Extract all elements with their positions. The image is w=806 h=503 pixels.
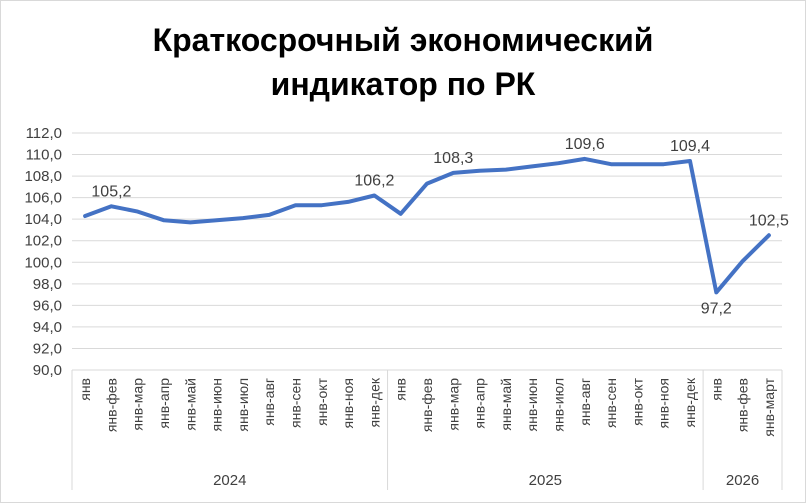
y-tick-label: 108,0 <box>24 168 62 185</box>
x-tick-label: янв-фев <box>735 378 751 432</box>
x-tick-label: янв-авг <box>261 378 277 426</box>
x-group-label: 2024 <box>213 472 246 489</box>
data-label: 109,4 <box>670 138 710 155</box>
y-tick-label: 98,0 <box>33 276 62 293</box>
x-tick-label: янв-окт <box>629 377 645 425</box>
x-tick-label: янв-июн <box>524 378 540 431</box>
y-axis-tick-labels: 90,0 92,0 94,0 96,0 98,0 100,0 102,0 104,0 106,0… <box>24 125 62 379</box>
x-tick-label: янв <box>393 378 409 401</box>
x-tick-label: янв-июн <box>209 378 225 431</box>
series-line <box>83 156 771 295</box>
y-tick-label: 96,0 <box>33 297 62 314</box>
data-label: 108,3 <box>433 150 473 167</box>
x-tick-label: янв-май <box>182 378 198 431</box>
x-tick-label: янв-авг <box>577 378 593 426</box>
x-tick-label: янв-сен <box>603 378 619 428</box>
chart-title-line-1: Краткосрочный экономический <box>152 22 654 58</box>
x-group-label: 2026 <box>726 472 759 489</box>
chart-title: Краткосрочный экономический индикатор по… <box>0 18 806 106</box>
x-axis: янв янв-фев янв-мар янв-апр янв-май янв-июн ян… <box>71 369 783 490</box>
x-tick-label: янв-апр <box>472 378 488 429</box>
x-tick-label: янв-дек <box>366 377 382 427</box>
y-tick-label: 112,0 <box>26 125 62 142</box>
chart-title-line-2: индикатор по РК <box>270 66 536 102</box>
y-tick-label: 90,0 <box>33 362 62 379</box>
x-tick-label: янв-июл <box>550 378 566 432</box>
x-tick-label: янв-апр <box>156 378 172 429</box>
data-label: 109,6 <box>565 136 605 153</box>
y-tick-label: 100,0 <box>24 254 62 271</box>
x-tick-label: янв-фев <box>419 378 435 432</box>
x-tick-label: янв <box>77 378 93 401</box>
x-tick-label: янв-мар <box>130 378 146 431</box>
data-label: 97,2 <box>701 300 732 317</box>
y-tick-label: 110,0 <box>26 147 62 164</box>
data-label: 106,2 <box>354 172 394 189</box>
x-group-label: 2025 <box>529 472 562 489</box>
x-tick-label: янв-ноя <box>656 378 672 429</box>
y-tick-label: 104,0 <box>24 211 62 228</box>
x-tick-label: янв-ноя <box>340 378 356 429</box>
data-label: 102,5 <box>749 212 789 229</box>
x-tick-label: янв-окт <box>314 377 330 425</box>
series-lines <box>83 156 771 295</box>
x-tick-label: янв-дек <box>682 377 698 427</box>
x-tick-label: янв-фев <box>103 378 119 432</box>
y-tick-label: 106,0 <box>24 190 62 207</box>
x-tick-label: янв-мар <box>445 378 461 431</box>
x-tick-label: янв-май <box>498 378 514 431</box>
y-tick-label: 102,0 <box>24 233 62 250</box>
x-tick-label: янв-июл <box>235 378 251 432</box>
data-label: 105,2 <box>91 183 131 200</box>
y-tick-label: 94,0 <box>33 319 62 336</box>
y-tick-label: 92,0 <box>33 340 62 357</box>
gridlines <box>72 132 782 349</box>
x-tick-label: янв-сен <box>288 378 304 428</box>
data-labels: 105,2 106,2 108,3 109,6 109,4 97,2 102,5 <box>91 136 789 318</box>
x-tick-label: янв-март <box>761 377 777 436</box>
x-tick-label: янв <box>708 378 724 401</box>
